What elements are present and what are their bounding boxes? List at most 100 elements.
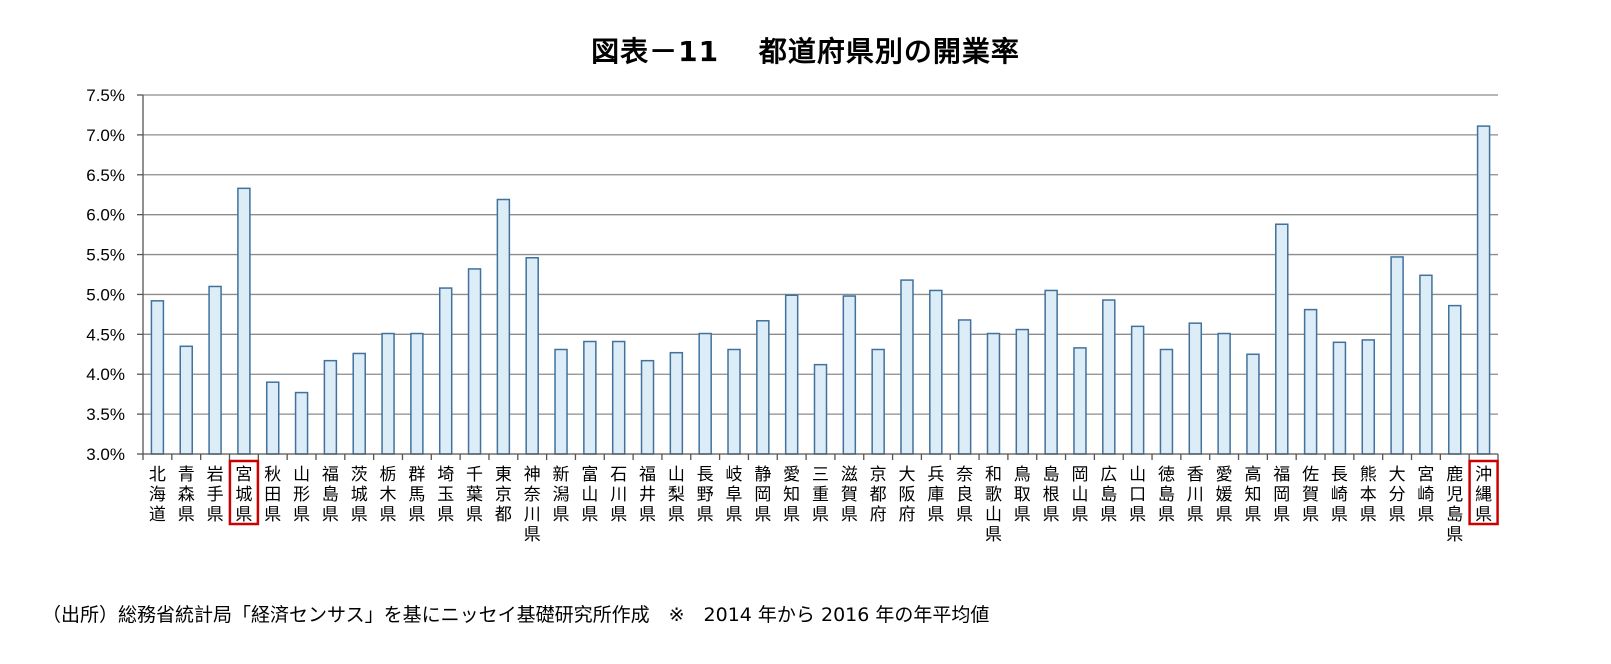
x-tick-label: 三 bbox=[812, 465, 829, 485]
x-tick-label: 阪 bbox=[898, 485, 915, 505]
x-tick-label: 県 bbox=[1244, 505, 1261, 525]
x-tick-label: 県 bbox=[697, 505, 714, 525]
x-tick-label: 岡 bbox=[1071, 465, 1088, 485]
bar bbox=[237, 187, 251, 455]
bar bbox=[1073, 347, 1087, 455]
x-tick-label: 山 bbox=[668, 465, 685, 485]
x-tick-label: 県 bbox=[639, 505, 656, 525]
chart-title: 図表－11 都道府県別の開業率 bbox=[591, 35, 1020, 68]
x-tick-label: 島 bbox=[1100, 485, 1117, 505]
x-tick-label: 田 bbox=[264, 485, 281, 505]
highlight-box bbox=[1468, 459, 1499, 526]
x-tick-label: 県 bbox=[1071, 505, 1088, 525]
x-tick-label: 福 bbox=[639, 465, 656, 485]
bar bbox=[1217, 332, 1231, 455]
x-tick-label: 根 bbox=[1043, 485, 1060, 505]
x-tick-label: 県 bbox=[1360, 505, 1377, 525]
x-tick-label: 県 bbox=[1100, 505, 1117, 525]
bar bbox=[669, 351, 684, 455]
bar bbox=[1390, 256, 1404, 455]
bar bbox=[323, 359, 338, 455]
bar bbox=[554, 348, 568, 455]
x-tick-label: 都 bbox=[870, 485, 887, 505]
bar bbox=[957, 319, 972, 455]
bar bbox=[467, 268, 482, 455]
x-tick-label: 岩 bbox=[207, 465, 224, 485]
bar bbox=[410, 332, 424, 455]
bar bbox=[1130, 325, 1145, 455]
x-tick-label: 千 bbox=[466, 465, 483, 485]
bar bbox=[1188, 322, 1203, 455]
x-tick-label: 京 bbox=[870, 465, 887, 485]
x-tick-label: 岐 bbox=[726, 465, 743, 485]
bar bbox=[496, 198, 511, 455]
x-tick-label: 愛 bbox=[783, 465, 800, 485]
x-tick-label: 本 bbox=[1360, 485, 1377, 505]
x-tick-label: 石 bbox=[610, 465, 627, 485]
x-tick-label: 新 bbox=[553, 465, 570, 485]
x-tick-label: 県 bbox=[293, 505, 310, 525]
x-tick-label: 県 bbox=[927, 505, 944, 525]
y-tick-label: 3.5% bbox=[86, 405, 125, 424]
x-tick-label: 山 bbox=[293, 465, 310, 485]
y-tick-label: 6.5% bbox=[86, 166, 125, 185]
x-tick-label: 県 bbox=[754, 505, 771, 525]
x-tick-label: 埼 bbox=[437, 465, 454, 485]
x-tick-label: 大 bbox=[1389, 465, 1406, 485]
x-tick-label: 福 bbox=[322, 465, 339, 485]
x-tick-label: 川 bbox=[1187, 485, 1204, 505]
bar bbox=[871, 348, 885, 455]
x-tick-label: 群 bbox=[408, 465, 425, 485]
x-tick-label: 海 bbox=[149, 485, 166, 505]
x-tick-label: 県 bbox=[524, 525, 541, 545]
bar bbox=[756, 320, 770, 455]
x-tick-label: 県 bbox=[1475, 505, 1492, 525]
x-tick-label: 神 bbox=[524, 465, 541, 485]
y-tick-label: 5.5% bbox=[86, 246, 125, 265]
highlight-box bbox=[228, 459, 260, 526]
x-tick-label: 高 bbox=[1244, 465, 1261, 485]
highlight-boxes bbox=[228, 459, 1499, 526]
x-tick-label: 県 bbox=[581, 505, 598, 525]
bar bbox=[611, 340, 626, 455]
x-tick-label: 山 bbox=[985, 505, 1002, 525]
x-tick-label: 大 bbox=[898, 465, 915, 485]
x-tick-label: 岡 bbox=[1273, 485, 1290, 505]
bar bbox=[784, 294, 799, 455]
x-tick-label: 取 bbox=[1014, 485, 1031, 505]
y-tick-labels: 3.0% 3.5% 4.0% 4.5% 5.0% 5.5% 6.0% 6.5% 7.0% 7.5% bbox=[86, 86, 125, 464]
x-tick-label: 都 bbox=[495, 505, 512, 525]
x-tick-label: 島 bbox=[1446, 505, 1463, 525]
bar bbox=[727, 348, 741, 455]
x-tick-label: 崎 bbox=[1417, 485, 1434, 505]
bar bbox=[842, 295, 857, 455]
x-tick-label: 県 bbox=[668, 505, 685, 525]
bar bbox=[1476, 125, 1491, 455]
x-tick-label: 佐 bbox=[1302, 465, 1319, 485]
x-tick-label: 山 bbox=[1129, 465, 1146, 485]
x-tick-label: 沖 bbox=[1475, 465, 1492, 485]
x-tick-label: 手 bbox=[207, 485, 224, 505]
x-tick-label: 県 bbox=[1302, 505, 1319, 525]
x-tick-label: 重 bbox=[812, 485, 829, 505]
y-tick-label: 6.0% bbox=[86, 206, 125, 225]
x-tick-label: 県 bbox=[1389, 505, 1406, 525]
x-tick-label: 県 bbox=[783, 505, 800, 525]
x-tick-label: 県 bbox=[437, 505, 454, 525]
x-tick-label: 城 bbox=[235, 485, 252, 505]
x-tick-label: 県 bbox=[408, 505, 425, 525]
x-tick-label: 形 bbox=[293, 485, 310, 505]
bar bbox=[1015, 328, 1030, 455]
x-tick-label: 京 bbox=[495, 485, 512, 505]
x-tick-label: 県 bbox=[610, 505, 627, 525]
bar bbox=[150, 300, 165, 455]
bar bbox=[698, 332, 712, 455]
x-tick-label: 府 bbox=[870, 505, 887, 525]
bar bbox=[179, 345, 193, 455]
x-tick-label: 香 bbox=[1187, 465, 1204, 485]
bar bbox=[640, 359, 655, 455]
x-tick-label: 歌 bbox=[985, 485, 1002, 505]
x-tick-label: 県 bbox=[322, 505, 339, 525]
bar bbox=[1102, 299, 1116, 455]
